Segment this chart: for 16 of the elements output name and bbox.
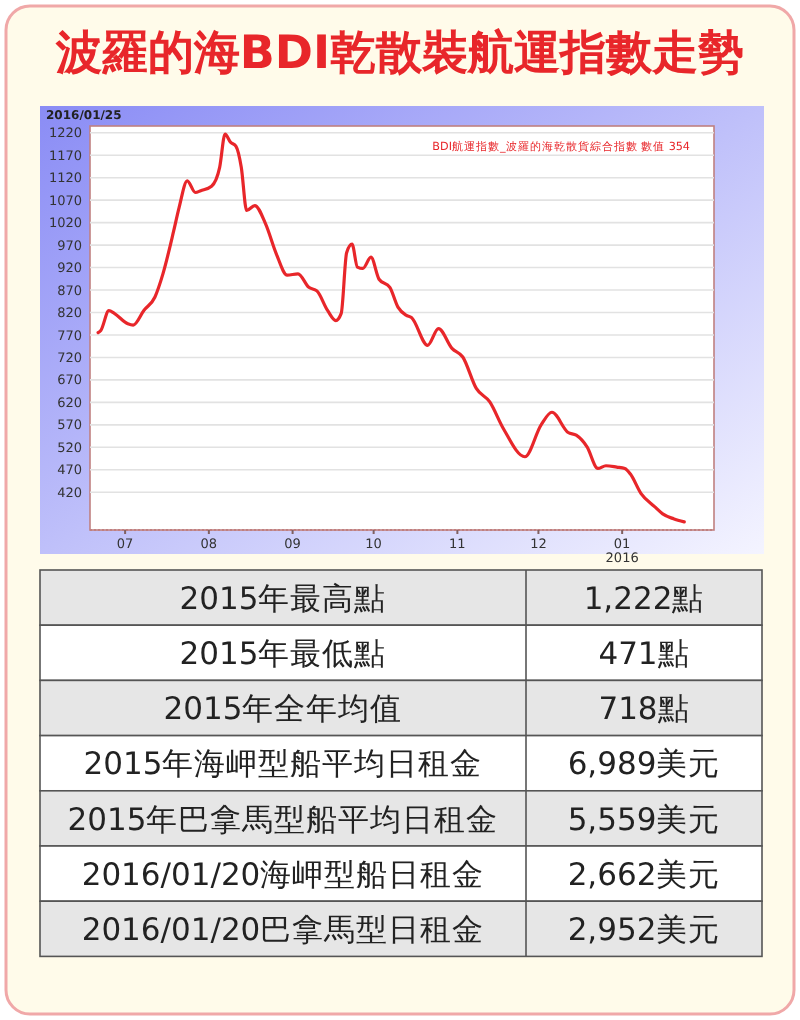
- text: 2016/01/20海岬型船日租金: [81, 856, 485, 893]
- text: 471點: [598, 635, 690, 672]
- text: 2015年巴拿馬型船平均日租金: [67, 801, 499, 838]
- text: 2,662美元: [567, 856, 721, 893]
- text: 5,559美元: [567, 801, 721, 838]
- text: 2015年最低點: [179, 635, 387, 672]
- text: 1,222點: [583, 580, 705, 617]
- text: 2016/01/20巴拿馬型日租金: [81, 911, 485, 948]
- text: 2015年海岬型船平均日租金: [83, 746, 483, 783]
- line-series: [96, 132, 686, 524]
- chart-title: 波羅的海BDI乾散裝航運指數走勢: [53, 26, 745, 80]
- text: 6,989美元: [567, 746, 721, 783]
- text: 718點: [598, 691, 690, 728]
- text: 2015年最高點: [179, 580, 387, 617]
- text: 2015年全年均值: [163, 691, 403, 728]
- text: 2,952美元: [567, 911, 721, 948]
